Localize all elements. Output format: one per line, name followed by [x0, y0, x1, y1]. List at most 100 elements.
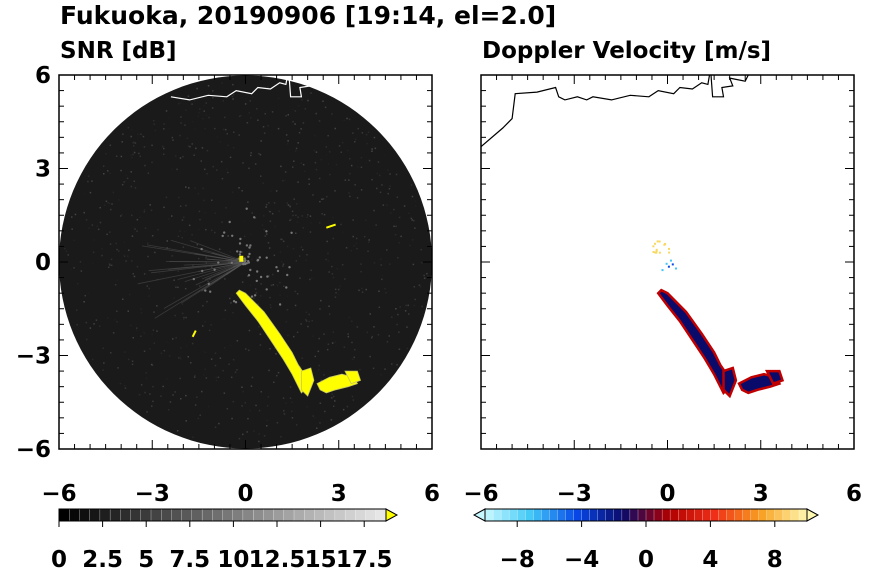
colorbar-tick-label: 0	[638, 547, 654, 570]
doppler-echo-pixel	[658, 240, 661, 243]
colorbar-tick-label: 2.5	[82, 547, 123, 570]
colorbar-cell	[263, 508, 275, 522]
snr-echoes	[191, 223, 362, 397]
doppler-panel: Doppler Velocity [m/s] −6 −3 0 3 6 −8 −4 0 4 8	[463, 38, 862, 570]
doppler-echo-pixel	[670, 259, 672, 262]
doppler-echo-pixel	[668, 247, 670, 250]
snr-colorbar: 0 2.5 5 7.5 10 12.5 15 17.5	[51, 508, 399, 570]
snr-echo-region	[325, 223, 336, 229]
snr-axes: −6 −3 0 3 6 6 3 0 −3 −6	[16, 63, 440, 507]
doppler-echo-pixel	[654, 242, 656, 245]
colorbar-cell	[344, 508, 356, 522]
doppler-echo-region	[656, 288, 732, 396]
colorbar-cell	[661, 508, 671, 522]
y-tick-label: 6	[35, 63, 51, 89]
colorbar-cell	[232, 508, 244, 522]
doppler-echo-pixel	[655, 248, 658, 251]
colorbar-cell	[334, 508, 346, 522]
colorbar-cell	[324, 508, 336, 522]
colorbar-cell	[500, 508, 510, 522]
colorbar-cell	[375, 508, 387, 522]
colorbar-cell	[605, 508, 615, 522]
colorbar-cell	[69, 508, 80, 522]
snr-clip-group	[59, 75, 432, 449]
colorbar-cell	[191, 508, 203, 522]
snr-echo-region	[344, 370, 362, 385]
x-tick-label: −6	[463, 481, 498, 507]
y-tick-label: 3	[35, 157, 51, 183]
colorbar-extend-arrow	[472, 508, 486, 522]
colorbar-cell	[686, 508, 695, 522]
colorbar-cell	[742, 508, 752, 522]
colorbar-cell	[565, 508, 575, 522]
doppler-echo-pixel	[661, 269, 664, 272]
colorbar-cell	[774, 508, 784, 522]
y-tick-label: −3	[16, 344, 51, 370]
colorbar-cell	[613, 508, 623, 522]
colorbar-cell	[517, 508, 526, 522]
x-tick-label: −3	[557, 481, 592, 507]
colorbar-cell	[140, 508, 152, 522]
colorbar-cell	[355, 508, 367, 522]
doppler-echo-pixel	[655, 250, 658, 253]
colorbar-cell	[109, 508, 121, 522]
doppler-echo-pixel	[675, 267, 677, 270]
colorbar-cell	[573, 508, 583, 522]
plot-frame	[480, 74, 855, 450]
x-tick-label: 6	[846, 481, 862, 507]
colorbar-cell	[212, 508, 224, 522]
colorbar-cell	[645, 508, 655, 522]
colorbar-cell	[273, 508, 285, 522]
colorbar-cell	[694, 508, 703, 522]
doppler-axes: −6 −3 0 3 6	[463, 74, 862, 507]
snr-coastline	[288, 75, 327, 98]
colorbar-cell	[702, 508, 712, 522]
colorbar-cell	[549, 508, 559, 522]
colorbar-cell	[508, 508, 518, 522]
colorbar-cell	[734, 508, 744, 522]
colorbar-cell	[637, 508, 647, 522]
colorbar-cell	[629, 508, 639, 522]
colorbar-cell	[314, 508, 326, 522]
colorbar-cell	[181, 508, 193, 522]
snr-coastline	[170, 75, 289, 101]
colorbar-cell	[79, 508, 91, 522]
x-tick-label: 0	[659, 481, 675, 507]
x-tick-label: 6	[424, 481, 440, 507]
colorbar-tick-label: 5	[138, 547, 154, 570]
x-tick-label: −3	[135, 481, 170, 507]
snr-echo-region	[301, 367, 315, 397]
colorbar-cell	[758, 508, 768, 522]
colorbar-cell	[365, 508, 377, 522]
colorbar-tick-label: 12.5	[249, 547, 306, 570]
snr-echo-region	[239, 255, 244, 262]
doppler-echo-region	[737, 372, 782, 395]
colorbar-cell	[653, 508, 663, 522]
snr-panel: SNR [dB] −6 −3 0 3 6 6 3 0 −3 −6 0 2.5 5 7.5 10 12.5 15…	[16, 38, 440, 570]
colorbar-tick-label: 7.5	[169, 547, 210, 570]
colorbar-cell	[201, 508, 213, 522]
doppler-coastline	[710, 75, 749, 98]
colorbar-extend-arrow	[385, 508, 399, 522]
colorbar-cell	[130, 508, 142, 522]
doppler-echo-pixel	[655, 251, 658, 254]
colorbar-cell	[253, 508, 264, 522]
colorbar-cell	[621, 508, 631, 522]
doppler-echo-pixel	[667, 265, 670, 268]
colorbar-cell	[669, 508, 679, 522]
doppler-echo-region	[764, 369, 785, 386]
colorbar-cell	[597, 508, 607, 522]
colorbar-cell	[120, 508, 132, 522]
snr-panel-title: SNR [dB]	[60, 38, 177, 64]
colorbar-cell	[541, 508, 551, 522]
colorbar-cell	[589, 508, 599, 522]
snr-speckle	[64, 82, 429, 443]
colorbar-cell	[492, 508, 502, 522]
colorbar-cell	[89, 508, 101, 522]
colorbar-cell	[161, 508, 172, 522]
colorbar-tick-label: −4	[564, 547, 599, 570]
colorbar-tick-label: 4	[702, 547, 718, 570]
x-tick-label: 3	[753, 481, 769, 507]
doppler-coastline	[481, 75, 711, 148]
